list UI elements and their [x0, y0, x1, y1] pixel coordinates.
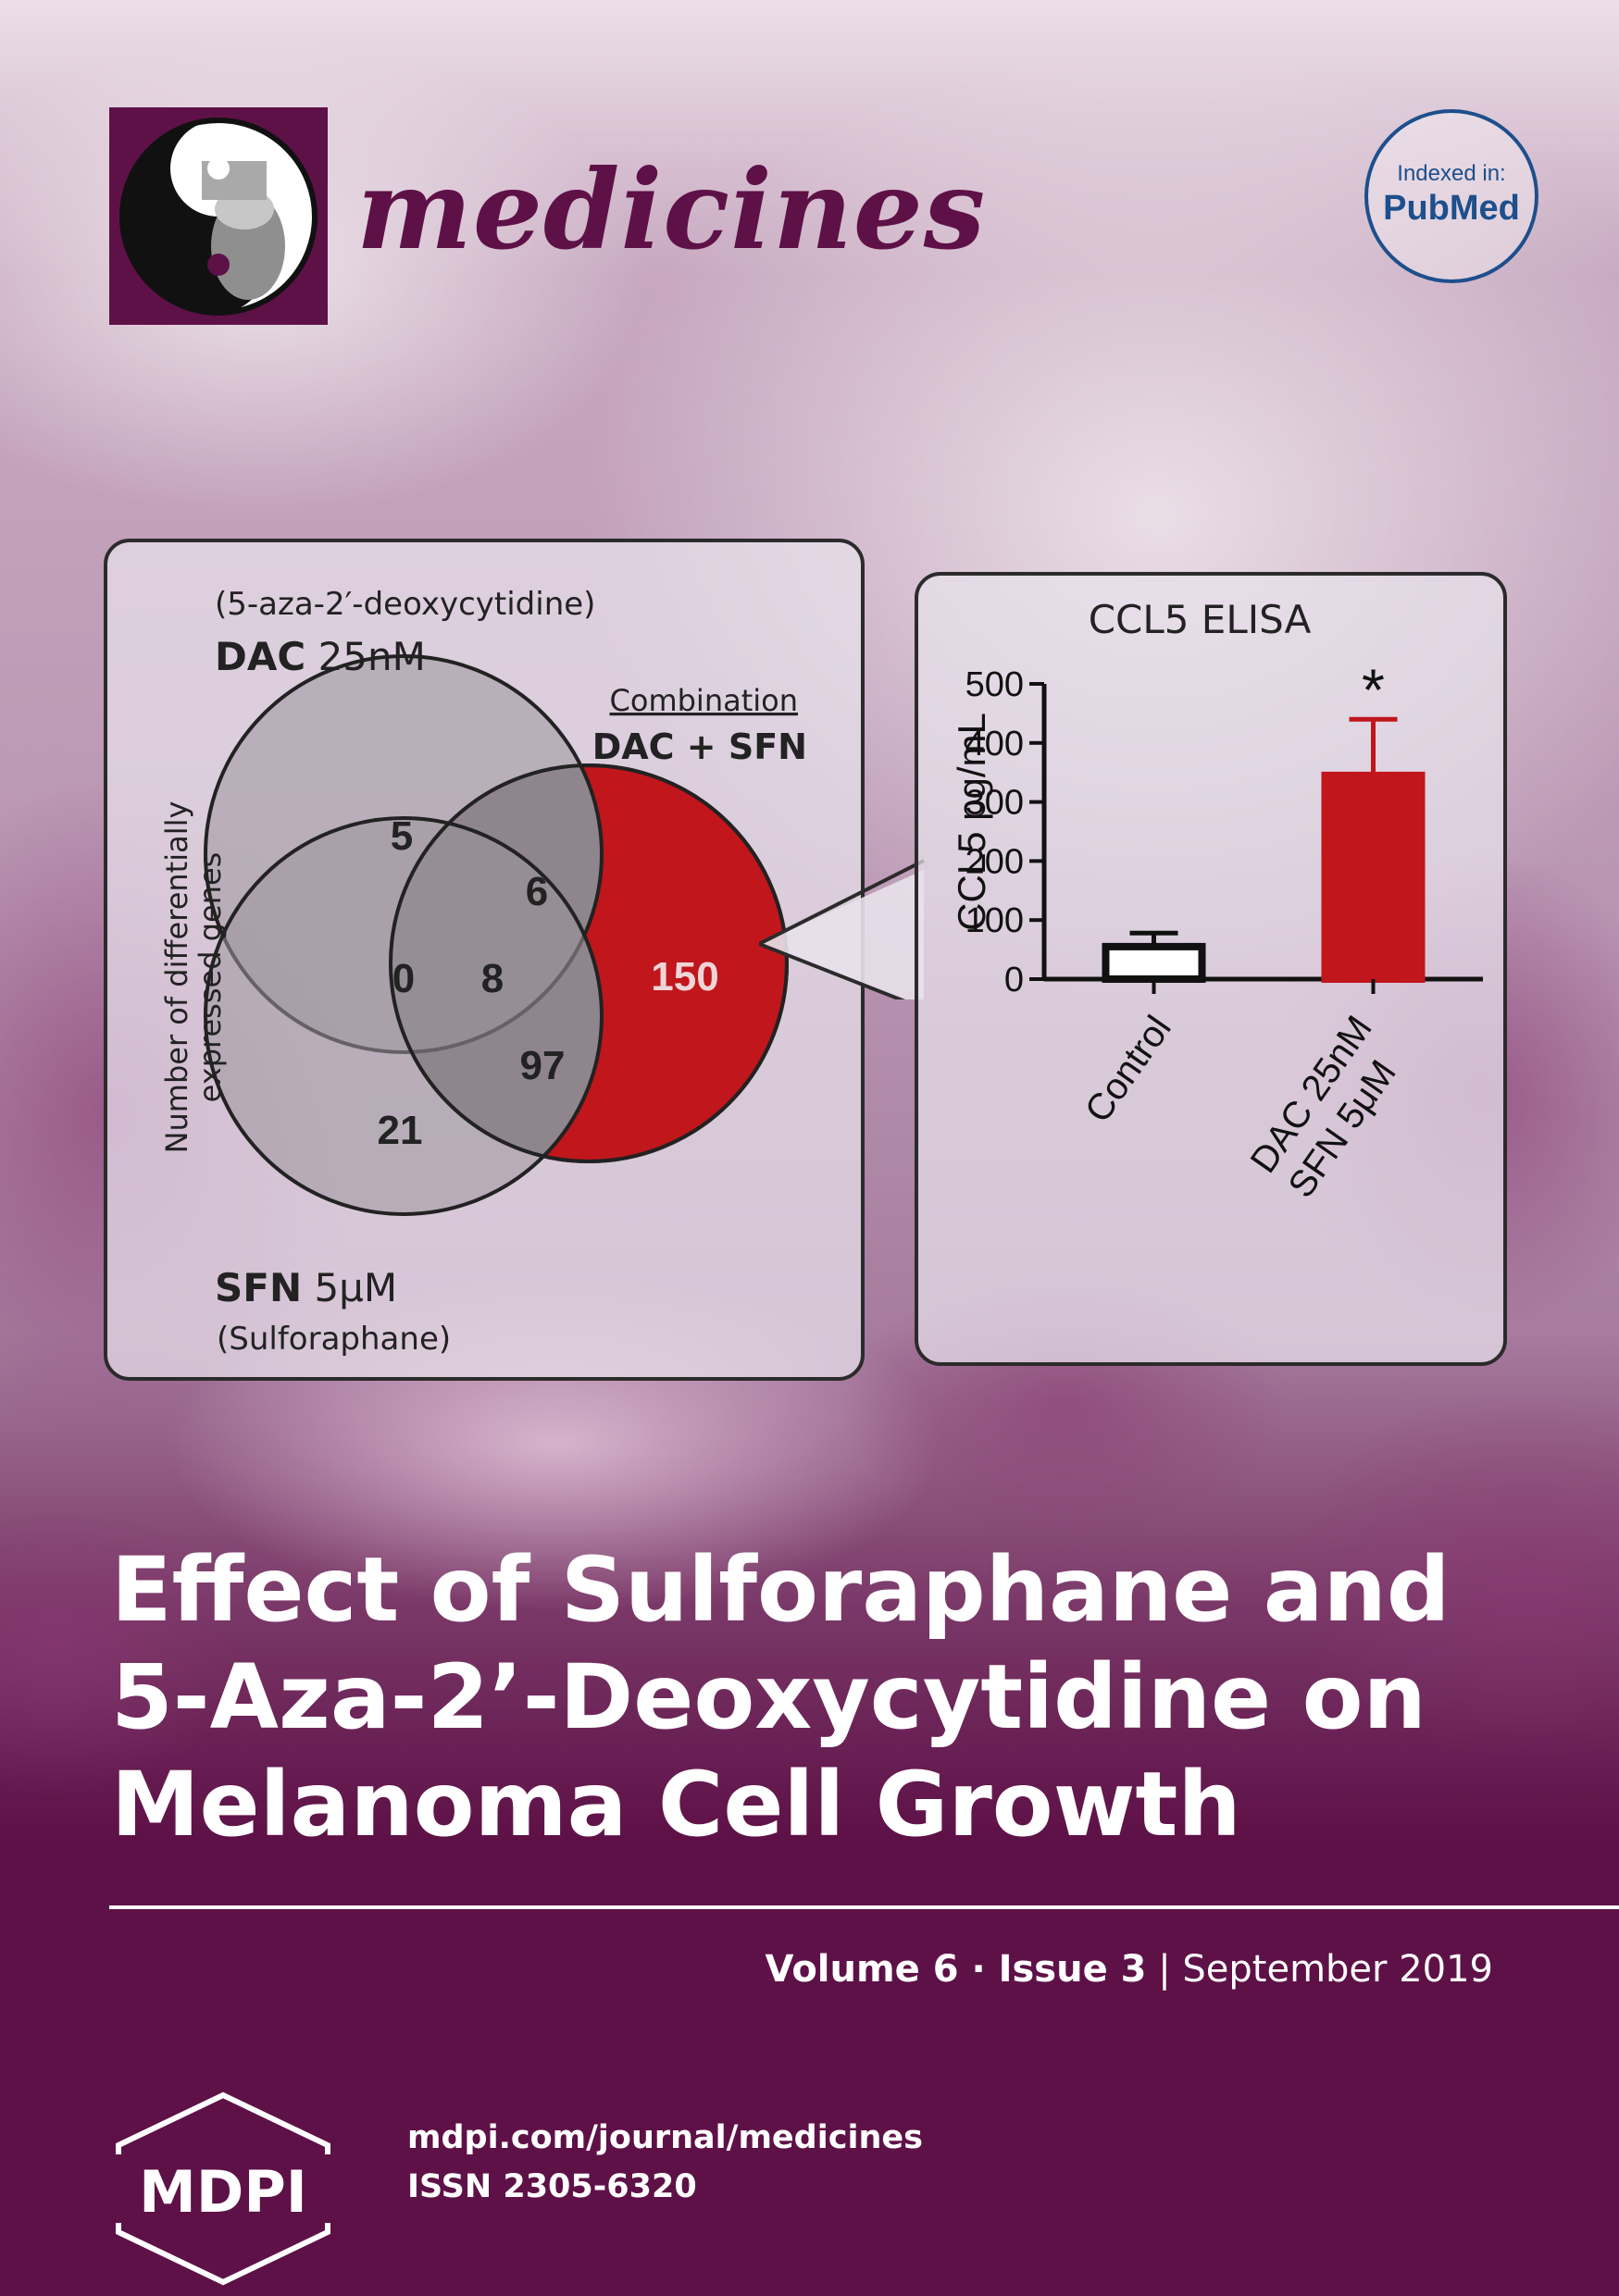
venn-y-label-1: Number of differentially: [159, 801, 194, 1154]
title-line: 5-Aza-2’-Deoxycytidine on: [111, 1645, 1426, 1749]
pubmed-badge: Indexed in: PubMed: [1364, 109, 1538, 283]
venn-y-label-2: expressed genes: [193, 852, 228, 1103]
pubmed-indexed-label: Indexed in:: [1397, 161, 1506, 186]
issue-date: September 2019: [1182, 1948, 1493, 1991]
combo-bold-label: DAC + SFN: [592, 726, 807, 767]
title-line: Effect of Sulforaphane and: [111, 1538, 1451, 1642]
y-tick-label: 100: [965, 901, 1024, 940]
venn-diagram: (5-aza-2′-deoxycytidine) DAC 25nM Combin…: [159, 586, 807, 1358]
issue-label: Issue 3: [998, 1948, 1147, 1991]
callout-pointer: [759, 859, 925, 999]
count-dac-only: 5: [391, 813, 413, 859]
journal-url: mdpi.com/journal/medicines: [407, 2119, 923, 2156]
mdpi-logo: MDPI: [107, 2091, 339, 2286]
chart-title: CCL5 ELISA: [1089, 597, 1312, 642]
y-tick-label: 200: [965, 842, 1024, 881]
ccl5-bar-chart: CCL5 ELISA CCL5 pg/mL 0 100 200 300 400 500 Co…: [950, 597, 1483, 1205]
bar: [1321, 771, 1426, 983]
dac-subtitle: (5-aza-2′-deoxycytidine): [215, 586, 595, 623]
journal-logo: [109, 107, 328, 325]
yin-yang-head-icon: [119, 118, 318, 316]
journal-name: medicines: [356, 145, 987, 274]
venn-panel: (5-aza-2′-deoxycytidine) DAC 25nM Combin…: [104, 539, 865, 1381]
mdpi-logo-text: MDPI: [139, 2158, 307, 2226]
issue-line: Volume 6 · Issue 3 | September 2019: [765, 1948, 1493, 1991]
chart-panel: CCL5 ELISA CCL5 pg/mL 0 100 200 300 400 500 Co…: [915, 572, 1507, 1366]
title-divider: [109, 1905, 1619, 1909]
pubmed-name: PubMed: [1383, 189, 1520, 228]
sfn-subtitle: (Sulforaphane): [217, 1321, 451, 1358]
count-dac-sfn: 0: [392, 956, 415, 1001]
count-dac-combo: 6: [526, 869, 548, 914]
sfn-circle: [204, 816, 604, 1216]
bar: [1102, 942, 1206, 984]
y-tick-label: 0: [1004, 961, 1024, 999]
significance-asterisk: *: [1362, 656, 1385, 723]
volume-label: Volume 6: [765, 1948, 959, 1991]
title-line: Melanoma Cell Growth: [111, 1753, 1241, 1856]
combo-label: Combination: [610, 683, 798, 718]
count-sfn-combo: 97: [520, 1043, 566, 1088]
count-all-three: 8: [481, 956, 504, 1001]
count-sfn-only: 21: [378, 1108, 423, 1153]
dac-label: DAC 25nM: [215, 634, 426, 679]
article-title: Effect of Sulforaphane and 5-Aza-2’-Deox…: [111, 1536, 1555, 1858]
count-combo-only: 150: [651, 954, 718, 999]
chart-y-label: CCL5 pg/mL: [950, 713, 993, 931]
y-tick-label: 500: [965, 665, 1024, 704]
journal-issn: ISSN 2305-6320: [407, 2168, 697, 2205]
x-category-label: Control: [1077, 1009, 1179, 1130]
sfn-label: SFN 5μM: [215, 1265, 397, 1310]
y-tick-label: 400: [965, 725, 1024, 763]
y-tick-label: 300: [965, 784, 1024, 823]
